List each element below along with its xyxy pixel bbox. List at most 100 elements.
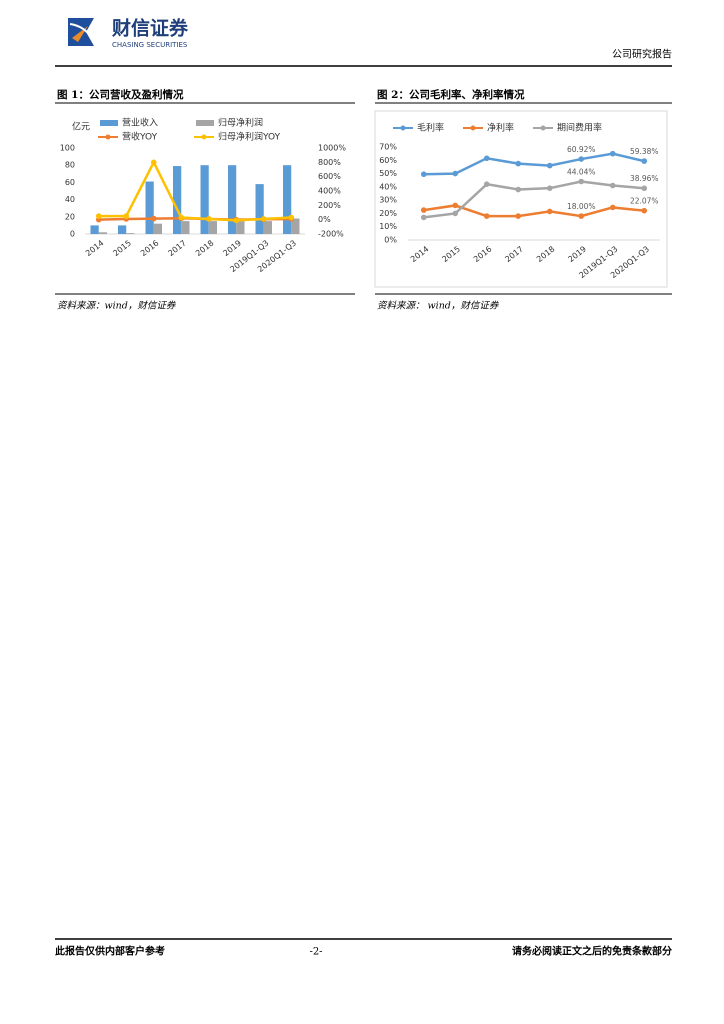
y2-tick-label: 1000% [318, 144, 346, 153]
source-note: 资料来源：wind，财信证券 [57, 300, 177, 312]
y-tick-label: 0% [384, 236, 397, 245]
y-tick-label: 50% [379, 169, 397, 178]
y-tick-label: 60% [379, 156, 397, 165]
data-label: 38.96% [630, 174, 659, 183]
point [205, 216, 212, 222]
y-tick-label: 40% [379, 182, 397, 191]
x-tick-label: 2017 [166, 238, 188, 258]
bar [291, 218, 300, 234]
point [609, 182, 616, 189]
point [288, 214, 295, 221]
point [483, 155, 490, 162]
bar [208, 221, 217, 234]
line [423, 152, 645, 176]
y2-tick-label: 0% [318, 215, 331, 224]
legend-swatch [100, 120, 118, 126]
point [178, 214, 185, 221]
legend-swatch [201, 134, 207, 140]
point [420, 207, 427, 213]
bar [255, 184, 264, 234]
point [578, 156, 585, 162]
logo [68, 18, 94, 46]
point [420, 214, 427, 221]
legend-label: 毛利率 [417, 122, 444, 134]
logo-cn: 财信证券 [112, 17, 189, 40]
y2-tick-label: 600% [318, 172, 341, 181]
legend-label: 营业收入 [122, 117, 158, 129]
y-tick-label: 0 [70, 230, 75, 239]
y-tick-label: 30% [379, 196, 397, 205]
bar [173, 166, 182, 234]
bar [153, 223, 162, 234]
bar [228, 165, 237, 234]
data-label: 18.00% [567, 202, 596, 211]
x-tick-label: 2018 [194, 238, 216, 258]
point [452, 170, 459, 177]
y-axis-label: 亿元 [72, 121, 90, 133]
legend-swatch [540, 125, 546, 131]
y2-tick-label: 200% [318, 201, 341, 210]
bar [118, 225, 127, 234]
bar [263, 221, 272, 234]
point [546, 208, 553, 215]
x-tick-label: 2016 [472, 244, 494, 264]
source-note: 资料来源： wind，财信证券 [377, 300, 500, 312]
chart-frame [374, 110, 668, 288]
point [546, 162, 553, 169]
legend-label: 期间费用率 [557, 122, 602, 134]
x-tick-label: 2014 [409, 244, 431, 264]
point [123, 213, 130, 219]
y-tick-label: 70% [379, 143, 397, 152]
point [609, 150, 616, 157]
point [483, 181, 490, 187]
legend-label: 归母净利润YOY [218, 131, 281, 143]
point [546, 185, 553, 191]
point [260, 216, 267, 222]
line [423, 180, 645, 219]
data-label: 22.07% [630, 197, 659, 206]
bar [98, 232, 107, 234]
point [609, 204, 616, 211]
report-type: 公司研究报告 [612, 48, 672, 61]
bar [145, 181, 154, 234]
legend-label: 净利率 [487, 122, 514, 134]
legend-swatch [400, 125, 406, 131]
point [150, 215, 157, 222]
y-tick-label: 20 [65, 212, 75, 221]
point [515, 160, 522, 167]
legend-label: 营收YOY [122, 131, 158, 143]
x-tick-label: 2015 [111, 238, 133, 258]
point [420, 171, 427, 178]
y-tick-label: 100 [60, 144, 75, 153]
x-tick-label: 2019 [221, 238, 243, 258]
y-tick-label: 60 [65, 178, 75, 187]
point [452, 210, 459, 217]
line [98, 159, 292, 222]
y-tick-label: 20% [379, 209, 397, 218]
point [578, 213, 585, 219]
y-tick-label: 40 [65, 195, 75, 204]
y-tick-label: 10% [379, 222, 397, 231]
footer-left: 此报告仅供内部客户参考 [55, 945, 165, 958]
y2-tick-label: 400% [318, 187, 341, 196]
legend-swatch [470, 125, 476, 131]
page-number: -2- [309, 947, 322, 958]
bar [126, 233, 135, 234]
point [233, 217, 240, 224]
point [578, 178, 585, 185]
legend-label: 归母净利润 [218, 117, 263, 129]
bar [181, 221, 190, 234]
legend-swatch [196, 120, 214, 126]
data-label: 60.92% [567, 145, 596, 154]
x-tick-label: 2017 [503, 244, 525, 264]
y2-tick-label: -200% [318, 230, 344, 239]
x-tick-label: 2019 [566, 244, 588, 264]
figure-caption: 图 1：公司营收及盈利情况 [57, 88, 184, 101]
data-label: 59.38% [630, 147, 659, 156]
point [641, 158, 648, 164]
bar [90, 225, 99, 234]
point [150, 159, 157, 166]
bar [236, 221, 245, 234]
x-tick-label: 2016 [139, 238, 161, 258]
